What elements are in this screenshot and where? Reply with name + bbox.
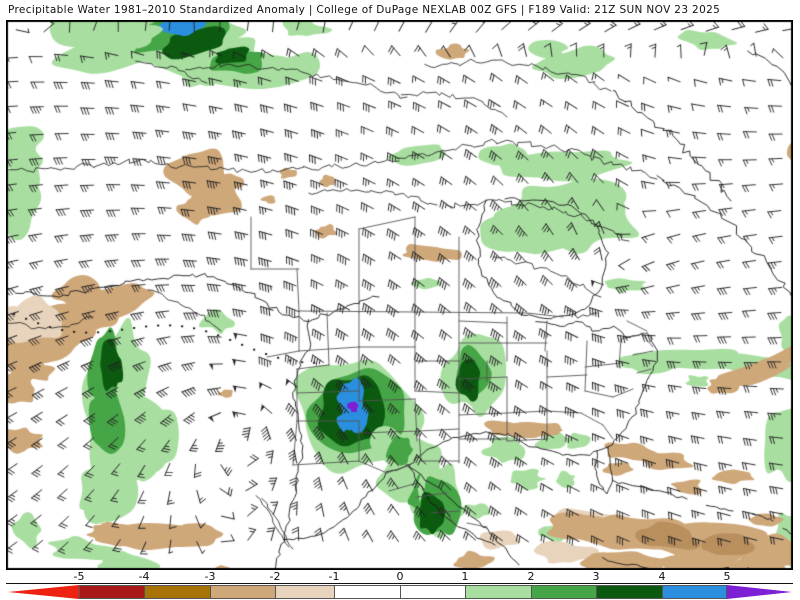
colorbar-segment-1-to-2 bbox=[465, 585, 531, 599]
colorbar-tick-4: 4 bbox=[658, 570, 666, 583]
colorbar-tick-5: 5 bbox=[723, 570, 731, 583]
page-title: Precipitable Water 1981–2010 Standardize… bbox=[8, 4, 721, 16]
colorbar-tick-labels: -5 -4 -3 -2 -1 0 1 2 3 4 5 bbox=[0, 570, 800, 584]
colorbar: -5 -4 -3 -2 -1 0 1 2 3 4 5 bbox=[0, 570, 800, 600]
colorbar-tick-neg5: -5 bbox=[73, 570, 85, 583]
colorbar-segment--5-to--4 bbox=[79, 585, 144, 599]
colorbar-segment-3-to-4 bbox=[596, 585, 662, 599]
colorbar-extend-high bbox=[727, 585, 792, 599]
colorbar-tick-0: 0 bbox=[396, 570, 404, 583]
colorbar-tick-neg1: -1 bbox=[328, 570, 340, 583]
colorbar-extend-low bbox=[8, 585, 79, 599]
precipitable-water-anomaly-map[interactable] bbox=[7, 21, 792, 569]
colorbar-segment--1-to-0 bbox=[334, 585, 400, 599]
colorbar-segment-0-to-1 bbox=[400, 585, 465, 599]
title-bar: Precipitable Water 1981–2010 Standardize… bbox=[0, 0, 800, 20]
colorbar-segment--3-to--2 bbox=[210, 585, 275, 599]
colorbar-strip bbox=[0, 585, 800, 599]
colorbar-axis-line bbox=[6, 583, 793, 584]
colorbar-tick-neg3: -3 bbox=[204, 570, 216, 583]
colorbar-segment-4-to-5 bbox=[662, 585, 727, 599]
colorbar-segment--4-to--3 bbox=[144, 585, 210, 599]
colorbar-tick-neg4: -4 bbox=[138, 570, 150, 583]
colorbar-tick-neg2: -2 bbox=[269, 570, 281, 583]
map-frame[interactable] bbox=[6, 20, 793, 570]
colorbar-segment--2-to--1 bbox=[275, 585, 334, 599]
colorbar-segment-2-to-3 bbox=[531, 585, 596, 599]
colorbar-tick-2: 2 bbox=[527, 570, 535, 583]
colorbar-tick-3: 3 bbox=[592, 570, 600, 583]
colorbar-tick-1: 1 bbox=[461, 570, 469, 583]
